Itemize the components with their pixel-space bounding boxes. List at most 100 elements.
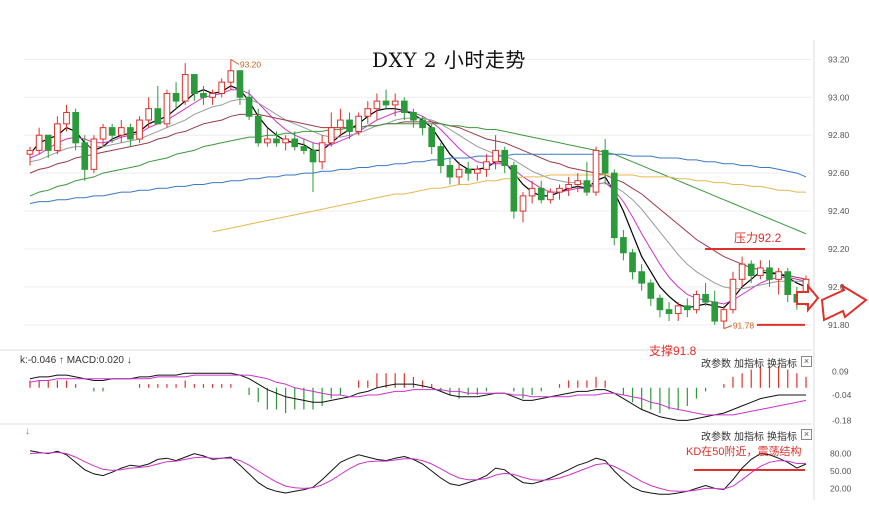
y-tick-label: 92.0 xyxy=(828,282,845,292)
candle-body xyxy=(711,301,719,322)
kdj-tick-label: 50.00 xyxy=(830,466,852,476)
macd-dea-line xyxy=(29,374,807,416)
candle-body xyxy=(81,142,89,170)
candle-body xyxy=(647,282,655,299)
candle-body xyxy=(209,93,216,98)
kdj-params-button[interactable]: 改参数 xyxy=(701,432,731,443)
chart-title: DXY 2 小时走势 xyxy=(372,48,526,72)
candle-body xyxy=(537,187,545,201)
candle-body xyxy=(656,297,664,311)
candle-body xyxy=(528,187,536,197)
small-arrow-icon xyxy=(796,283,820,313)
kdj-d-line xyxy=(29,451,806,492)
support-label: 支撑91.8 xyxy=(649,344,697,358)
candle-body xyxy=(464,168,472,174)
candle-body xyxy=(556,187,563,193)
candle-body xyxy=(766,267,773,280)
moving-average-line xyxy=(29,113,807,280)
resistance-label: 压力92.2 xyxy=(734,231,782,245)
high-marker-line xyxy=(230,58,240,65)
candle-body xyxy=(327,127,335,144)
moving-average-line xyxy=(29,98,806,290)
candle-body xyxy=(44,134,52,151)
candle-body xyxy=(364,108,372,117)
candle-body xyxy=(547,191,554,201)
candle-body xyxy=(738,263,746,280)
candle-body xyxy=(592,149,600,193)
macd-add-indicator-button[interactable]: 加指标 xyxy=(734,359,764,370)
candle-body xyxy=(373,100,381,110)
candle-body xyxy=(437,146,445,167)
candle-body xyxy=(99,127,107,140)
candle-body xyxy=(337,119,344,129)
candle-body xyxy=(784,271,792,295)
candle-body xyxy=(519,195,527,212)
macd-close-icon[interactable]: × xyxy=(801,356,812,367)
y-tick-label: 93.20 xyxy=(828,54,850,64)
candle-body xyxy=(200,93,207,98)
candle-body xyxy=(181,74,189,102)
candle-body xyxy=(492,149,499,163)
candle-body xyxy=(273,138,280,144)
candle-body xyxy=(355,115,362,132)
candle-body xyxy=(254,115,262,144)
candle-body xyxy=(757,267,764,277)
moving-average-line xyxy=(29,153,807,204)
y-tick-label: 92.60 xyxy=(828,168,850,178)
kdj-tick-label: 80.00 xyxy=(830,449,852,459)
candle-body xyxy=(300,146,308,151)
kd-annotation: KD在50附近，震荡结构 xyxy=(686,446,802,458)
kdj-close-icon[interactable]: × xyxy=(801,429,812,440)
candle-body xyxy=(574,180,582,186)
candle-body xyxy=(145,108,153,121)
candle-body xyxy=(90,138,98,170)
candle-body xyxy=(510,165,518,212)
candle-body xyxy=(683,305,691,311)
macd-values-label: k:-0.046 ↑ MACD:0.020 ↓ xyxy=(20,355,132,366)
macd-tick-label: 0.09 xyxy=(832,366,849,376)
large-arrow-icon xyxy=(820,284,868,322)
candle-body xyxy=(190,74,198,95)
y-tick-label: 92.80 xyxy=(828,130,850,140)
kdj-add-indicator-button[interactable]: 加指标 xyxy=(734,432,764,443)
candle-body xyxy=(172,93,180,102)
candle-body xyxy=(474,168,481,174)
candle-body xyxy=(702,293,709,303)
kdj-tick-label: 20.00 xyxy=(830,483,852,493)
candle-body xyxy=(665,309,673,314)
candle-body xyxy=(638,271,646,284)
candle-body xyxy=(245,96,253,117)
candle-body xyxy=(446,165,454,178)
kdj-values-label: ↓ xyxy=(25,426,30,437)
candle-body xyxy=(309,149,317,163)
macd-switch-indicator-button[interactable]: 换指标 xyxy=(767,359,797,370)
candle-body xyxy=(72,111,79,144)
candle-body xyxy=(620,237,627,254)
kdj-switch-indicator-button[interactable]: 换指标 xyxy=(767,432,797,443)
candle-body xyxy=(391,100,399,106)
kdj-k-line xyxy=(29,450,807,495)
candle-body xyxy=(63,111,70,125)
candle-body xyxy=(483,161,490,170)
candle-body xyxy=(136,119,143,140)
candle-body xyxy=(382,100,390,106)
candle-body xyxy=(720,309,728,322)
candle-body xyxy=(565,184,572,189)
y-tick-label: 92.40 xyxy=(828,206,850,216)
macd-params-button[interactable]: 改参数 xyxy=(701,359,731,370)
candle-body xyxy=(236,70,244,98)
candle-body xyxy=(583,180,591,193)
moving-average-line xyxy=(29,123,807,235)
candle-body xyxy=(693,293,700,311)
candle-body xyxy=(419,119,426,129)
candle-body xyxy=(54,123,61,151)
candle-body xyxy=(127,127,134,140)
y-tick-label: 93.00 xyxy=(828,92,850,102)
macd-dif-line xyxy=(29,372,806,421)
y-tick-label: 91.80 xyxy=(828,320,850,330)
candle-body xyxy=(428,127,436,148)
candle-body xyxy=(629,252,636,273)
candle-body xyxy=(674,305,682,314)
